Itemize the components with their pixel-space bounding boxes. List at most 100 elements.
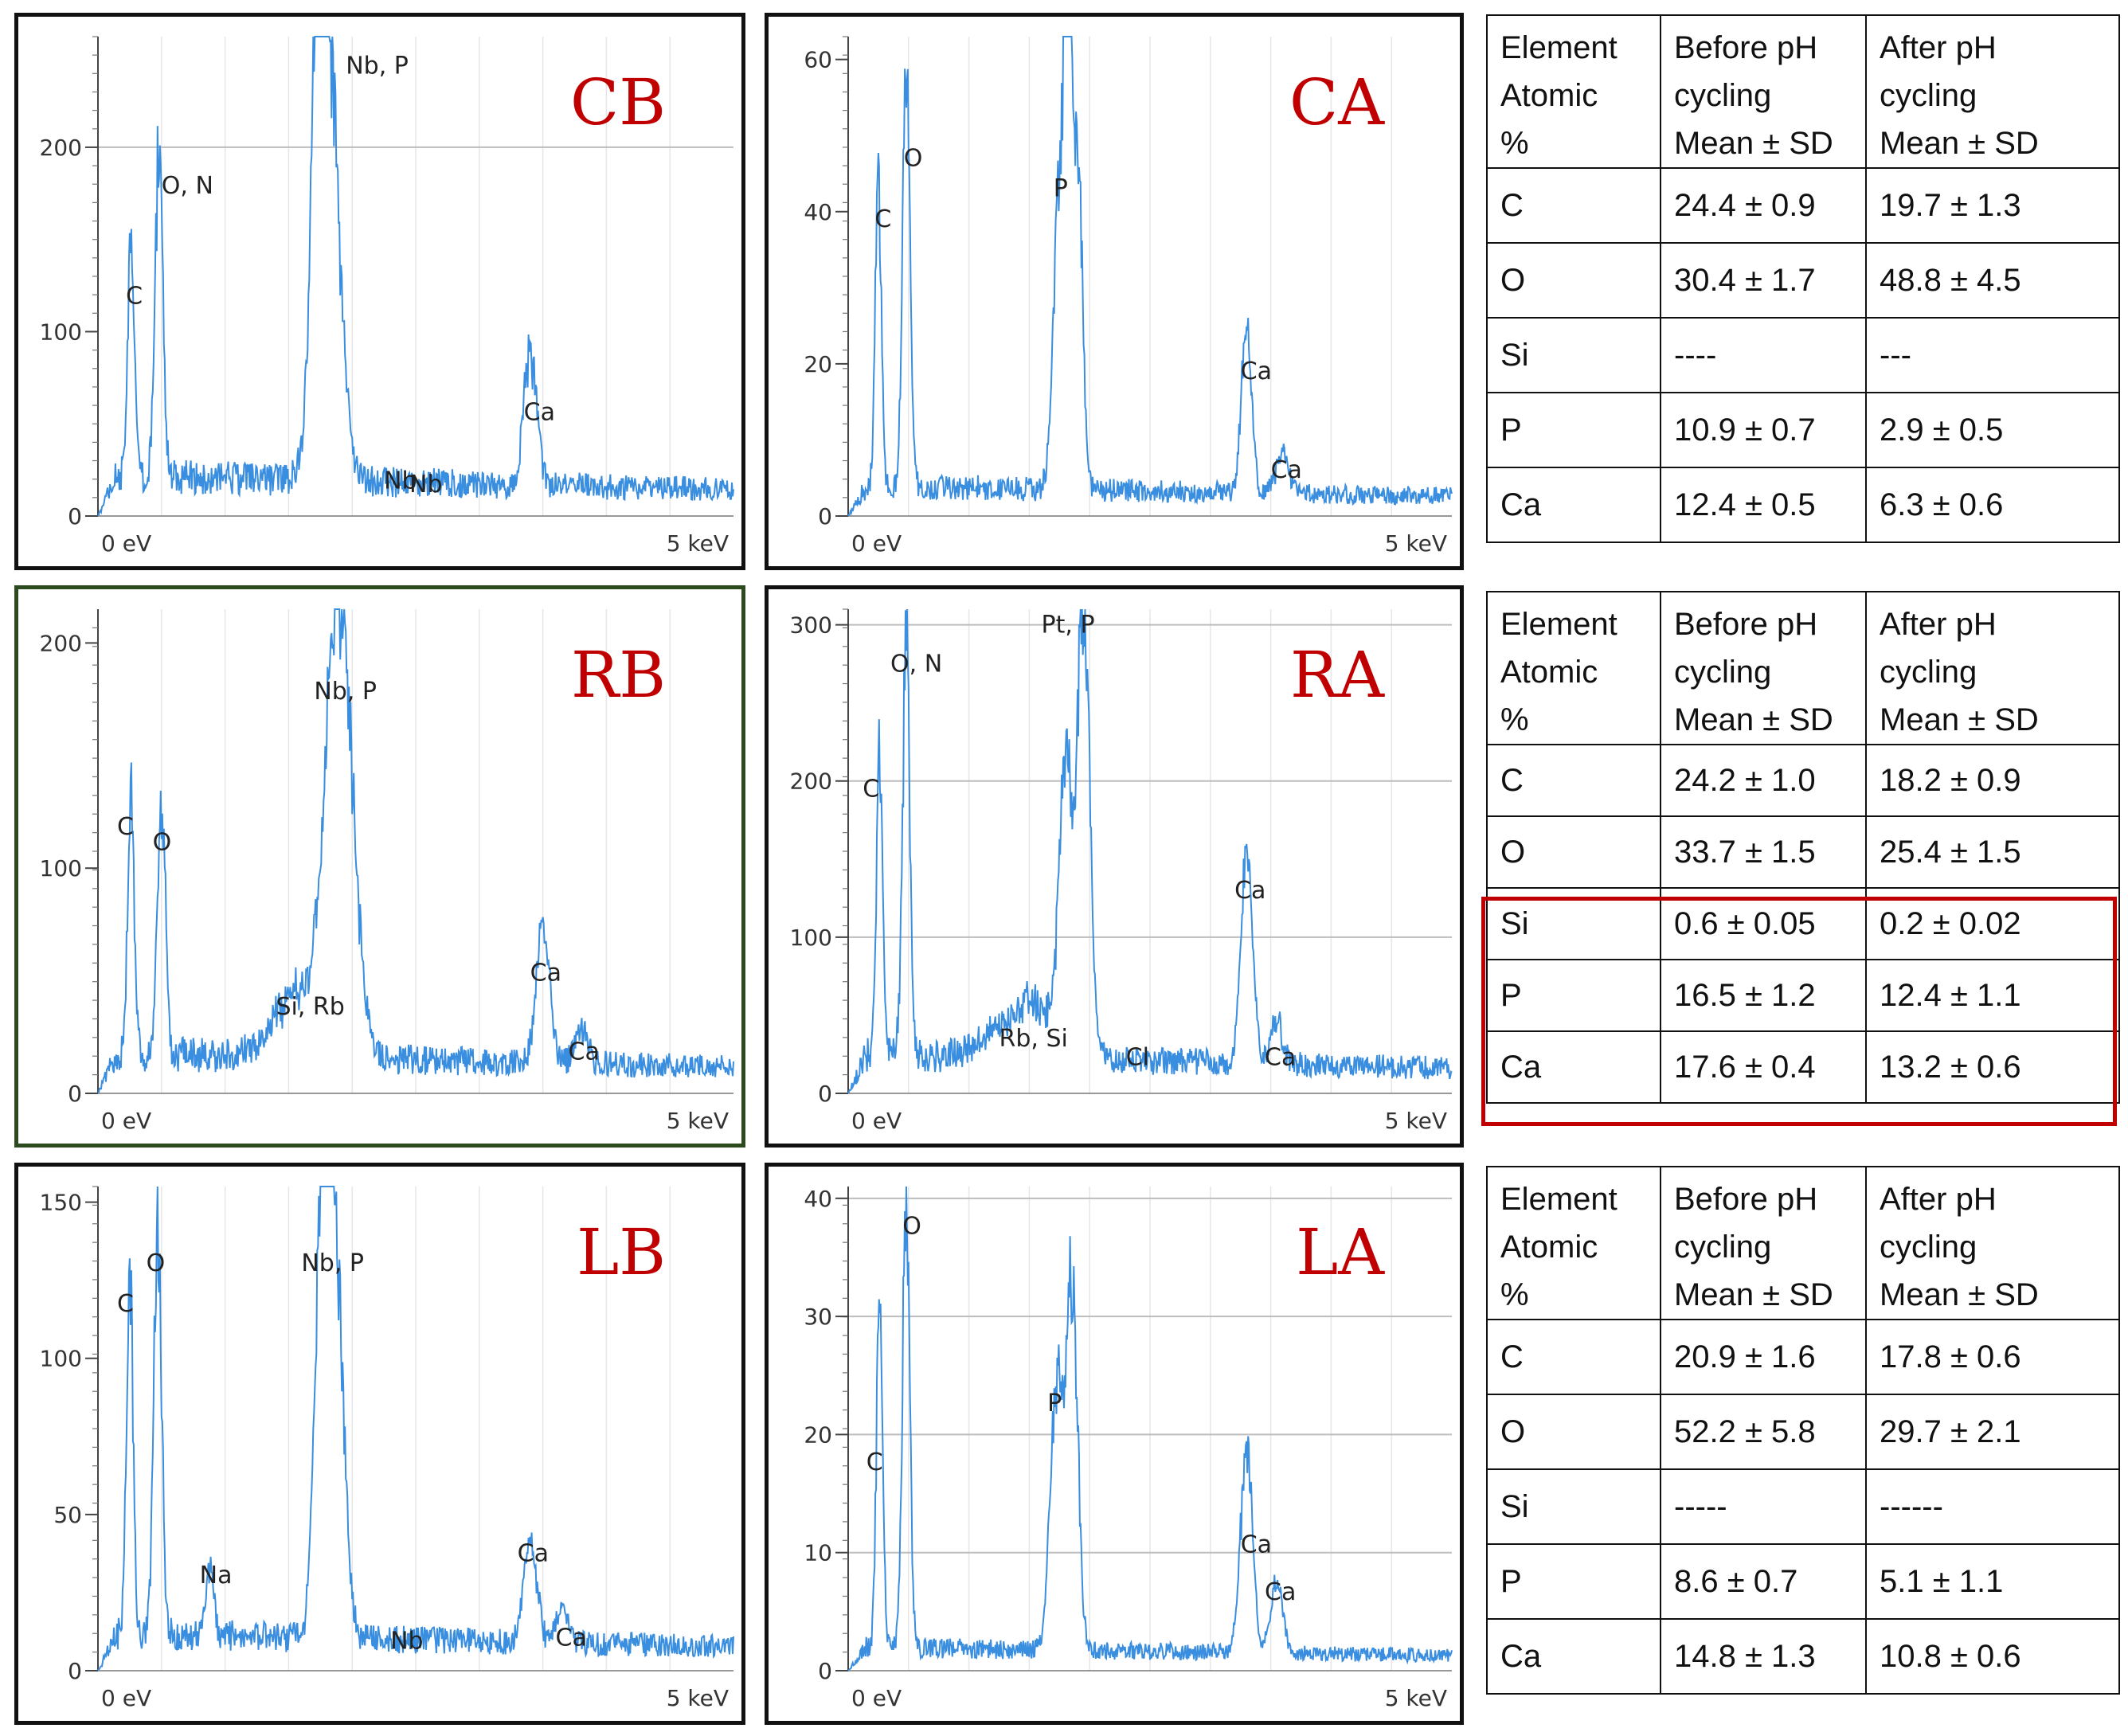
cell-after: 19.7 ± 1.3: [1865, 167, 2120, 244]
header-after: After pH cycling Mean ± SD: [1865, 14, 2120, 169]
y-tick-label: 40: [804, 1186, 832, 1212]
sample-label: RB: [571, 638, 666, 712]
table-header-row: Element Atomic% Before pH cycling Mean ± SD…: [1486, 591, 2120, 745]
spectrum-line: [847, 1186, 1453, 1671]
cell-after: 5.1 ± 1.1: [1865, 1543, 2120, 1620]
peak-label: Nb, P: [314, 678, 377, 706]
y-tick-label: 10: [804, 1540, 832, 1566]
cell-before: 20.9 ± 1.6: [1660, 1319, 1867, 1395]
cell-before: 12.4 ± 0.5: [1660, 467, 1867, 543]
peak-label: O: [147, 1249, 166, 1277]
peak-label: C: [117, 813, 134, 841]
peak-label: Nb, P: [346, 52, 409, 80]
peak-label: Ca: [524, 399, 555, 427]
peak-label: C: [863, 775, 879, 803]
cell-element: Ca: [1486, 1618, 1661, 1695]
cell-element: C: [1486, 744, 1661, 817]
peak-label: Nb: [384, 467, 417, 495]
header-element: Element Atomic%: [1486, 14, 1661, 169]
atomic-table-l: Element Atomic% Before pH cycling Mean ± SD…: [1486, 1166, 2120, 1695]
cell-before: -----: [1660, 1468, 1867, 1545]
y-tick-label: 0: [818, 503, 832, 530]
cell-element: C: [1486, 167, 1661, 244]
spectrum-panel-la: 0 10 20 30 40 0 eV 5 keV O C P Ca Ca LA: [765, 1163, 1464, 1725]
x-label-end: 5 keV: [1385, 1685, 1447, 1711]
panel-frame: [765, 13, 1464, 570]
x-label-start: 0 eV: [101, 530, 151, 557]
y-tick-label: 200: [790, 768, 832, 795]
table-row: P 16.5 ± 1.2 12.4 ± 1.1: [1486, 959, 2120, 1032]
y-tick-label: 0: [68, 1658, 82, 1684]
spectrum-panel-ra: 0 100 200 300 0 eV 5 keV O, N C Pt, P Rb, Si Cl Ca C…: [765, 585, 1464, 1148]
spectrum-line: [97, 1186, 734, 1671]
spectrum-svg-ra: 0 100 200 300 0 eV 5 keV O, N C Pt, P Rb, Si Cl Ca C…: [765, 585, 1464, 1148]
peak-label: P: [1054, 175, 1068, 203]
cell-element: O: [1486, 242, 1661, 319]
header-element: Element Atomic%: [1486, 591, 1661, 745]
table-row: C 24.2 ± 1.0 18.2 ± 0.9: [1486, 744, 2120, 817]
table-row: Si ---- ---: [1486, 317, 2120, 393]
cell-element: Ca: [1486, 467, 1661, 543]
cell-after: 17.8 ± 0.6: [1865, 1319, 2120, 1395]
peak-label: Ca: [569, 1038, 600, 1066]
cell-after: ---: [1865, 317, 2120, 393]
peak-label: O: [153, 829, 172, 857]
x-label-end: 5 keV: [667, 1108, 729, 1134]
table-row: Ca 17.6 ± 0.4 13.2 ± 0.6: [1486, 1030, 2120, 1104]
table-header-row: Element Atomic% Before pH cycling Mean ± SD…: [1486, 1166, 2120, 1320]
cell-element: Si: [1486, 317, 1661, 393]
cell-before: 8.6 ± 0.7: [1660, 1543, 1867, 1620]
y-tick-label: 100: [40, 1346, 82, 1372]
peak-label: C: [874, 205, 891, 233]
cell-after: ------: [1865, 1468, 2120, 1545]
peak-label: Ca: [518, 1540, 549, 1568]
y-tick-label: 200: [40, 630, 82, 656]
peak-label: Ca: [1241, 1531, 1272, 1559]
spectrum-svg-ca: 0 20 40 60 0 eV 5 keV O C P Ca Ca CA: [765, 13, 1464, 570]
peak-label: C: [117, 1290, 134, 1318]
spectrum-panel-cb: 0 100 200 0 eV 5 keV O, N C Nb, P Ca Nb Nb CB: [14, 13, 745, 570]
sample-label: RA: [1290, 638, 1385, 712]
table-row: O 30.4 ± 1.7 48.8 ± 4.5: [1486, 242, 2120, 319]
y-tick-label: 0: [818, 1658, 832, 1684]
cell-before: 17.6 ± 0.4: [1660, 1030, 1867, 1104]
peak-label: Nb, P: [301, 1249, 364, 1277]
panel-frame: [14, 1163, 745, 1725]
cell-after: 2.9 ± 0.5: [1865, 392, 2120, 468]
spectrum-panel-lb: 0 50 100 150 0 eV 5 keV C O Nb, P Na Nb Ca Ca LB: [14, 1163, 745, 1725]
peak-label: O, N: [890, 650, 942, 678]
header-after: After pH cycling Mean ± SD: [1865, 591, 2120, 745]
x-label-start: 0 eV: [851, 1685, 902, 1711]
cell-after: 25.4 ± 1.5: [1865, 815, 2120, 889]
header-before: Before pH cycling Mean ± SD: [1660, 14, 1867, 169]
cell-after: 10.8 ± 0.6: [1865, 1618, 2120, 1695]
peak-label: O, N: [162, 172, 213, 200]
peak-label: Nb: [390, 1628, 423, 1656]
table-row: O 33.7 ± 1.5 25.4 ± 1.5: [1486, 815, 2120, 889]
x-label-start: 0 eV: [851, 1108, 902, 1134]
peak-label: Pt, P: [1042, 611, 1095, 639]
spectrum-svg-la: 0 10 20 30 40 0 eV 5 keV O C P Ca Ca LA: [765, 1163, 1464, 1725]
atomic-table-c: Element Atomic% Before pH cycling Mean ± SD…: [1486, 14, 2120, 543]
peak-label: O: [902, 1212, 921, 1240]
table-row: C 24.4 ± 0.9 19.7 ± 1.3: [1486, 167, 2120, 244]
cell-after: 6.3 ± 0.6: [1865, 467, 2120, 543]
table-row: Ca 14.8 ± 1.3 10.8 ± 0.6: [1486, 1618, 2120, 1695]
peak-label: Ca: [1241, 358, 1272, 385]
peak-label: P: [1047, 1390, 1062, 1417]
header-before: Before pH cycling Mean ± SD: [1660, 591, 1867, 745]
cell-element: P: [1486, 1543, 1661, 1620]
peak-label: Ca: [1271, 456, 1302, 484]
spectrum-svg-lb: 0 50 100 150 0 eV 5 keV CO Nb, P Na Nb Ca Ca LB: [14, 1163, 745, 1725]
x-label-end: 5 keV: [667, 530, 729, 557]
peak-label: Cl: [1126, 1044, 1149, 1072]
header-after: After pH cycling Mean ± SD: [1865, 1166, 2120, 1320]
spectrum-line: [847, 608, 1453, 1094]
spectrum-panel-rb: 0 100 200 0 eV 5 keV C O Nb, P Si, Rb Ca Ca RB: [14, 585, 745, 1148]
cell-element: Si: [1486, 1468, 1661, 1545]
y-tick-label: 20: [804, 351, 832, 377]
y-tick-label: 100: [40, 319, 82, 345]
x-label-end: 5 keV: [1385, 1108, 1447, 1134]
y-tick-label: 150: [40, 1190, 82, 1216]
